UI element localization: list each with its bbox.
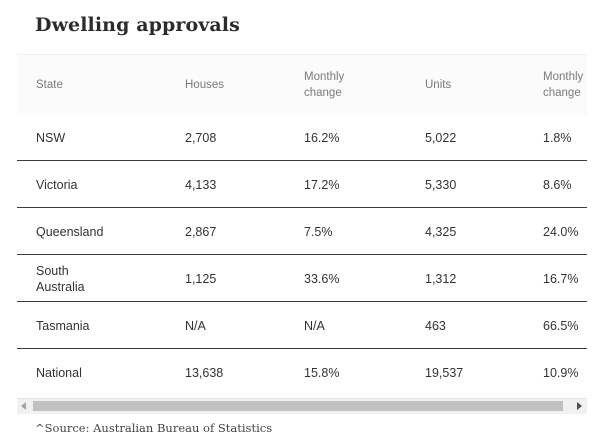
table-row: NSW 2,708 16.2% 5,022 1.8%: [17, 115, 587, 161]
header-units-monthly-change: Monthly change: [543, 71, 584, 99]
source-note: ^Source: Australian Bureau of Statistics: [35, 421, 273, 435]
table-row: South Australia 1,125 33.6% 1,312 16.7%: [17, 256, 587, 302]
cell-houses-change: 17.2%: [304, 177, 340, 192]
table-row: Queensland 2,867 7.5% 4,325 24.0%: [17, 209, 587, 255]
cell-state: Tasmania: [36, 318, 90, 333]
cell-units-change: 8.6%: [543, 177, 572, 192]
cell-units: 19,537: [425, 366, 464, 380]
cell-houses-change: 7.5%: [304, 224, 333, 239]
header-state: State: [36, 79, 63, 91]
cell-houses-change: 15.8%: [304, 366, 340, 380]
horizontal-scrollbar[interactable]: [17, 398, 587, 414]
cell-houses: 2,867: [185, 224, 217, 239]
cell-units: 5,330: [425, 177, 457, 192]
cell-state: National: [36, 366, 82, 380]
cell-houses-change: N/A: [304, 318, 325, 333]
cell-state: NSW: [36, 130, 66, 145]
cell-units-change: 16.7%: [543, 271, 579, 286]
cell-units: 463: [425, 318, 446, 333]
table-row: National 13,638 15.8% 19,537 10.9%: [17, 350, 587, 396]
cell-houses-change: 33.6%: [304, 271, 340, 286]
cell-state: Victoria: [36, 177, 78, 192]
cell-units: 1,312: [425, 271, 457, 286]
table-row: Tasmania N/A N/A 463 66.5%: [17, 303, 587, 349]
cell-houses: 13,638: [185, 366, 224, 380]
cell-houses: N/A: [185, 318, 206, 333]
cell-units-change: 66.5%: [543, 318, 579, 333]
cell-state: Queensland: [36, 224, 104, 239]
cell-units-change: 10.9%: [543, 366, 579, 380]
scroll-right-arrow-icon[interactable]: [577, 402, 582, 410]
cell-state: South Australia: [36, 263, 85, 294]
header-houses: Houses: [185, 79, 224, 91]
cell-units-change: 24.0%: [543, 224, 579, 239]
scroll-left-arrow-icon[interactable]: [21, 402, 26, 410]
cell-units-change: 1.8%: [543, 130, 572, 145]
header-houses-monthly-change: Monthly change: [304, 71, 345, 99]
cell-houses: 2,708: [185, 130, 217, 145]
cell-units: 5,022: [425, 130, 457, 145]
scrollbar-thumb[interactable]: [33, 401, 563, 411]
table-title: Dwelling approvals: [35, 14, 240, 36]
cell-units: 4,325: [425, 224, 457, 239]
cell-houses: 4,133: [185, 177, 217, 192]
cell-houses-change: 16.2%: [304, 130, 340, 145]
table-row: Victoria 4,133 17.2% 5,330 8.6%: [17, 162, 587, 208]
cell-houses: 1,125: [185, 271, 217, 286]
header-units: Units: [425, 79, 452, 91]
table-header-row: State Houses Monthly change Units Monthl…: [17, 55, 587, 115]
approvals-table: State Houses Monthly change Units Monthl…: [17, 54, 587, 397]
